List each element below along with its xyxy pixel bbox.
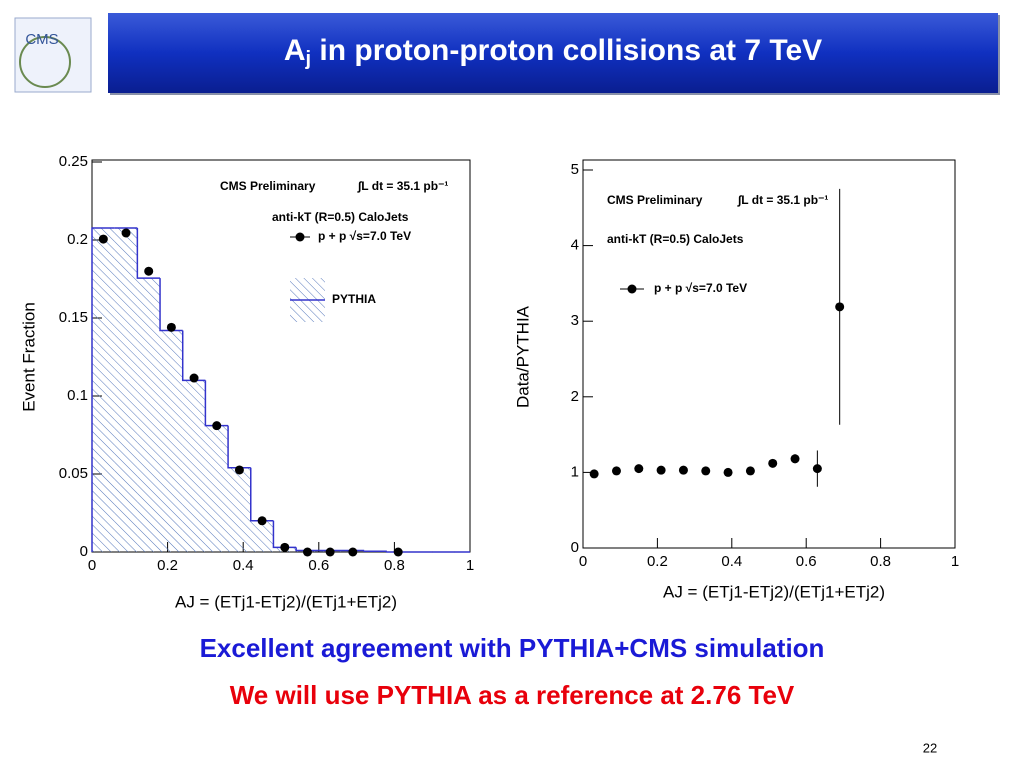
data-point — [98, 234, 108, 244]
x-tick-label: 0 — [579, 553, 587, 570]
histogram-bar — [182, 380, 206, 552]
x-tick-label: 0.2 — [157, 557, 178, 574]
data-point — [144, 266, 154, 276]
data-point — [280, 542, 290, 552]
data-point — [701, 466, 711, 476]
x-tick-label: 0.4 — [721, 553, 742, 570]
x-tick-label: 1 — [951, 553, 959, 570]
x-tick-label: 0.2 — [647, 553, 668, 570]
data-point — [234, 465, 244, 475]
y-tick-label: 0.15 — [59, 309, 88, 326]
slide-title: Aj in proton-proton collisions at 7 TeV — [284, 34, 822, 70]
data-point — [348, 547, 358, 557]
histogram-step — [204, 380, 229, 427]
data-point — [212, 421, 222, 431]
histogram-step — [227, 425, 251, 469]
annotation: CMS Preliminary — [220, 179, 316, 193]
data-point — [302, 547, 312, 557]
histogram-bar — [92, 227, 115, 552]
logo — [14, 17, 92, 93]
data-point — [835, 302, 845, 312]
summary-line: Excellent agreement with PYTHIA+CMS simu… — [200, 633, 825, 663]
legend-label: p + p √s=7.0 TeV — [318, 229, 411, 243]
logo-text: CMS — [25, 31, 58, 48]
y-tick-label: 0.1 — [67, 387, 88, 404]
x-tick-label: 0.6 — [308, 557, 329, 574]
histogram-bar — [250, 520, 274, 552]
annotation: CMS Preliminary — [607, 193, 703, 207]
data-point — [812, 464, 822, 474]
y-axis-label: Data/PYTHIA — [513, 305, 532, 408]
y-axis-label: Event Fraction — [19, 302, 38, 412]
page-number: 22 — [923, 740, 937, 755]
data-point — [189, 373, 199, 383]
histogram-bar — [160, 330, 183, 552]
data-point — [589, 469, 599, 479]
data-point — [611, 466, 621, 476]
y-tick-label: 4 — [571, 237, 579, 254]
x-tick-label: 0.8 — [870, 553, 891, 570]
data-point — [745, 466, 755, 476]
legend-marker — [627, 284, 637, 294]
title-bar — [108, 13, 998, 93]
y-tick-label: 3 — [571, 312, 579, 329]
legend-label: PYTHIA — [332, 292, 376, 306]
y-tick-label: 1 — [571, 463, 579, 480]
data-point — [166, 322, 176, 332]
annotation: anti-kT (R=0.5) CaloJets — [607, 232, 744, 246]
histogram-step — [250, 467, 274, 522]
x-tick-label: 0 — [88, 557, 96, 574]
histogram-step — [91, 227, 115, 552]
legend-marker — [295, 232, 305, 242]
data-point — [257, 516, 267, 526]
histogram-bar — [205, 425, 229, 552]
histogram-bar — [114, 227, 138, 552]
x-tick-label: 0.6 — [796, 553, 817, 570]
title-part: A — [284, 34, 306, 67]
x-axis-label: AJ = (ETj1-ETj2)/(ETj1+ETj2) — [663, 582, 885, 601]
histogram-bar — [137, 278, 161, 552]
histogram-step — [363, 550, 387, 552]
annotation: anti-kT (R=0.5) CaloJets — [272, 210, 409, 224]
data-point — [393, 547, 403, 557]
legend-label: p + p √s=7.0 TeV — [654, 281, 747, 295]
x-tick-label: 0.4 — [233, 557, 254, 574]
title-part: in proton-proton collisions at 7 TeV — [311, 34, 822, 67]
data-point — [723, 467, 733, 477]
plot-frame — [582, 159, 956, 549]
y-tick-label: 0.05 — [59, 465, 88, 482]
data-point — [656, 465, 666, 475]
histogram-step — [136, 227, 161, 279]
data-point — [121, 228, 131, 238]
annotation: ∫L dt = 35.1 pb⁻¹ — [357, 179, 448, 193]
title-part: j — [304, 48, 311, 70]
histogram-bar — [228, 467, 251, 552]
data-point — [634, 464, 644, 474]
y-tick-label: 0.2 — [67, 231, 88, 248]
x-tick-label: 0.8 — [384, 557, 405, 574]
data-point — [790, 454, 800, 464]
logo-ring — [19, 36, 71, 88]
y-tick-label: 0.25 — [59, 153, 88, 170]
y-tick-label: 2 — [571, 388, 579, 405]
summary-line: We will use PYTHIA as a reference at 2.7… — [230, 680, 795, 710]
histogram-step — [181, 330, 206, 382]
data-point — [768, 458, 778, 468]
y-tick-label: 0 — [571, 539, 579, 556]
data-point — [678, 465, 688, 475]
annotation: ∫L dt = 35.1 pb⁻¹ — [737, 193, 828, 207]
y-tick-label: 5 — [571, 161, 579, 178]
y-tick-label: 0 — [80, 543, 88, 560]
x-tick-label: 1 — [466, 557, 474, 574]
x-axis-label: AJ = (ETj1-ETj2)/(ETj1+ETj2) — [175, 592, 397, 611]
data-point — [325, 547, 335, 557]
histogram-step — [159, 278, 183, 332]
